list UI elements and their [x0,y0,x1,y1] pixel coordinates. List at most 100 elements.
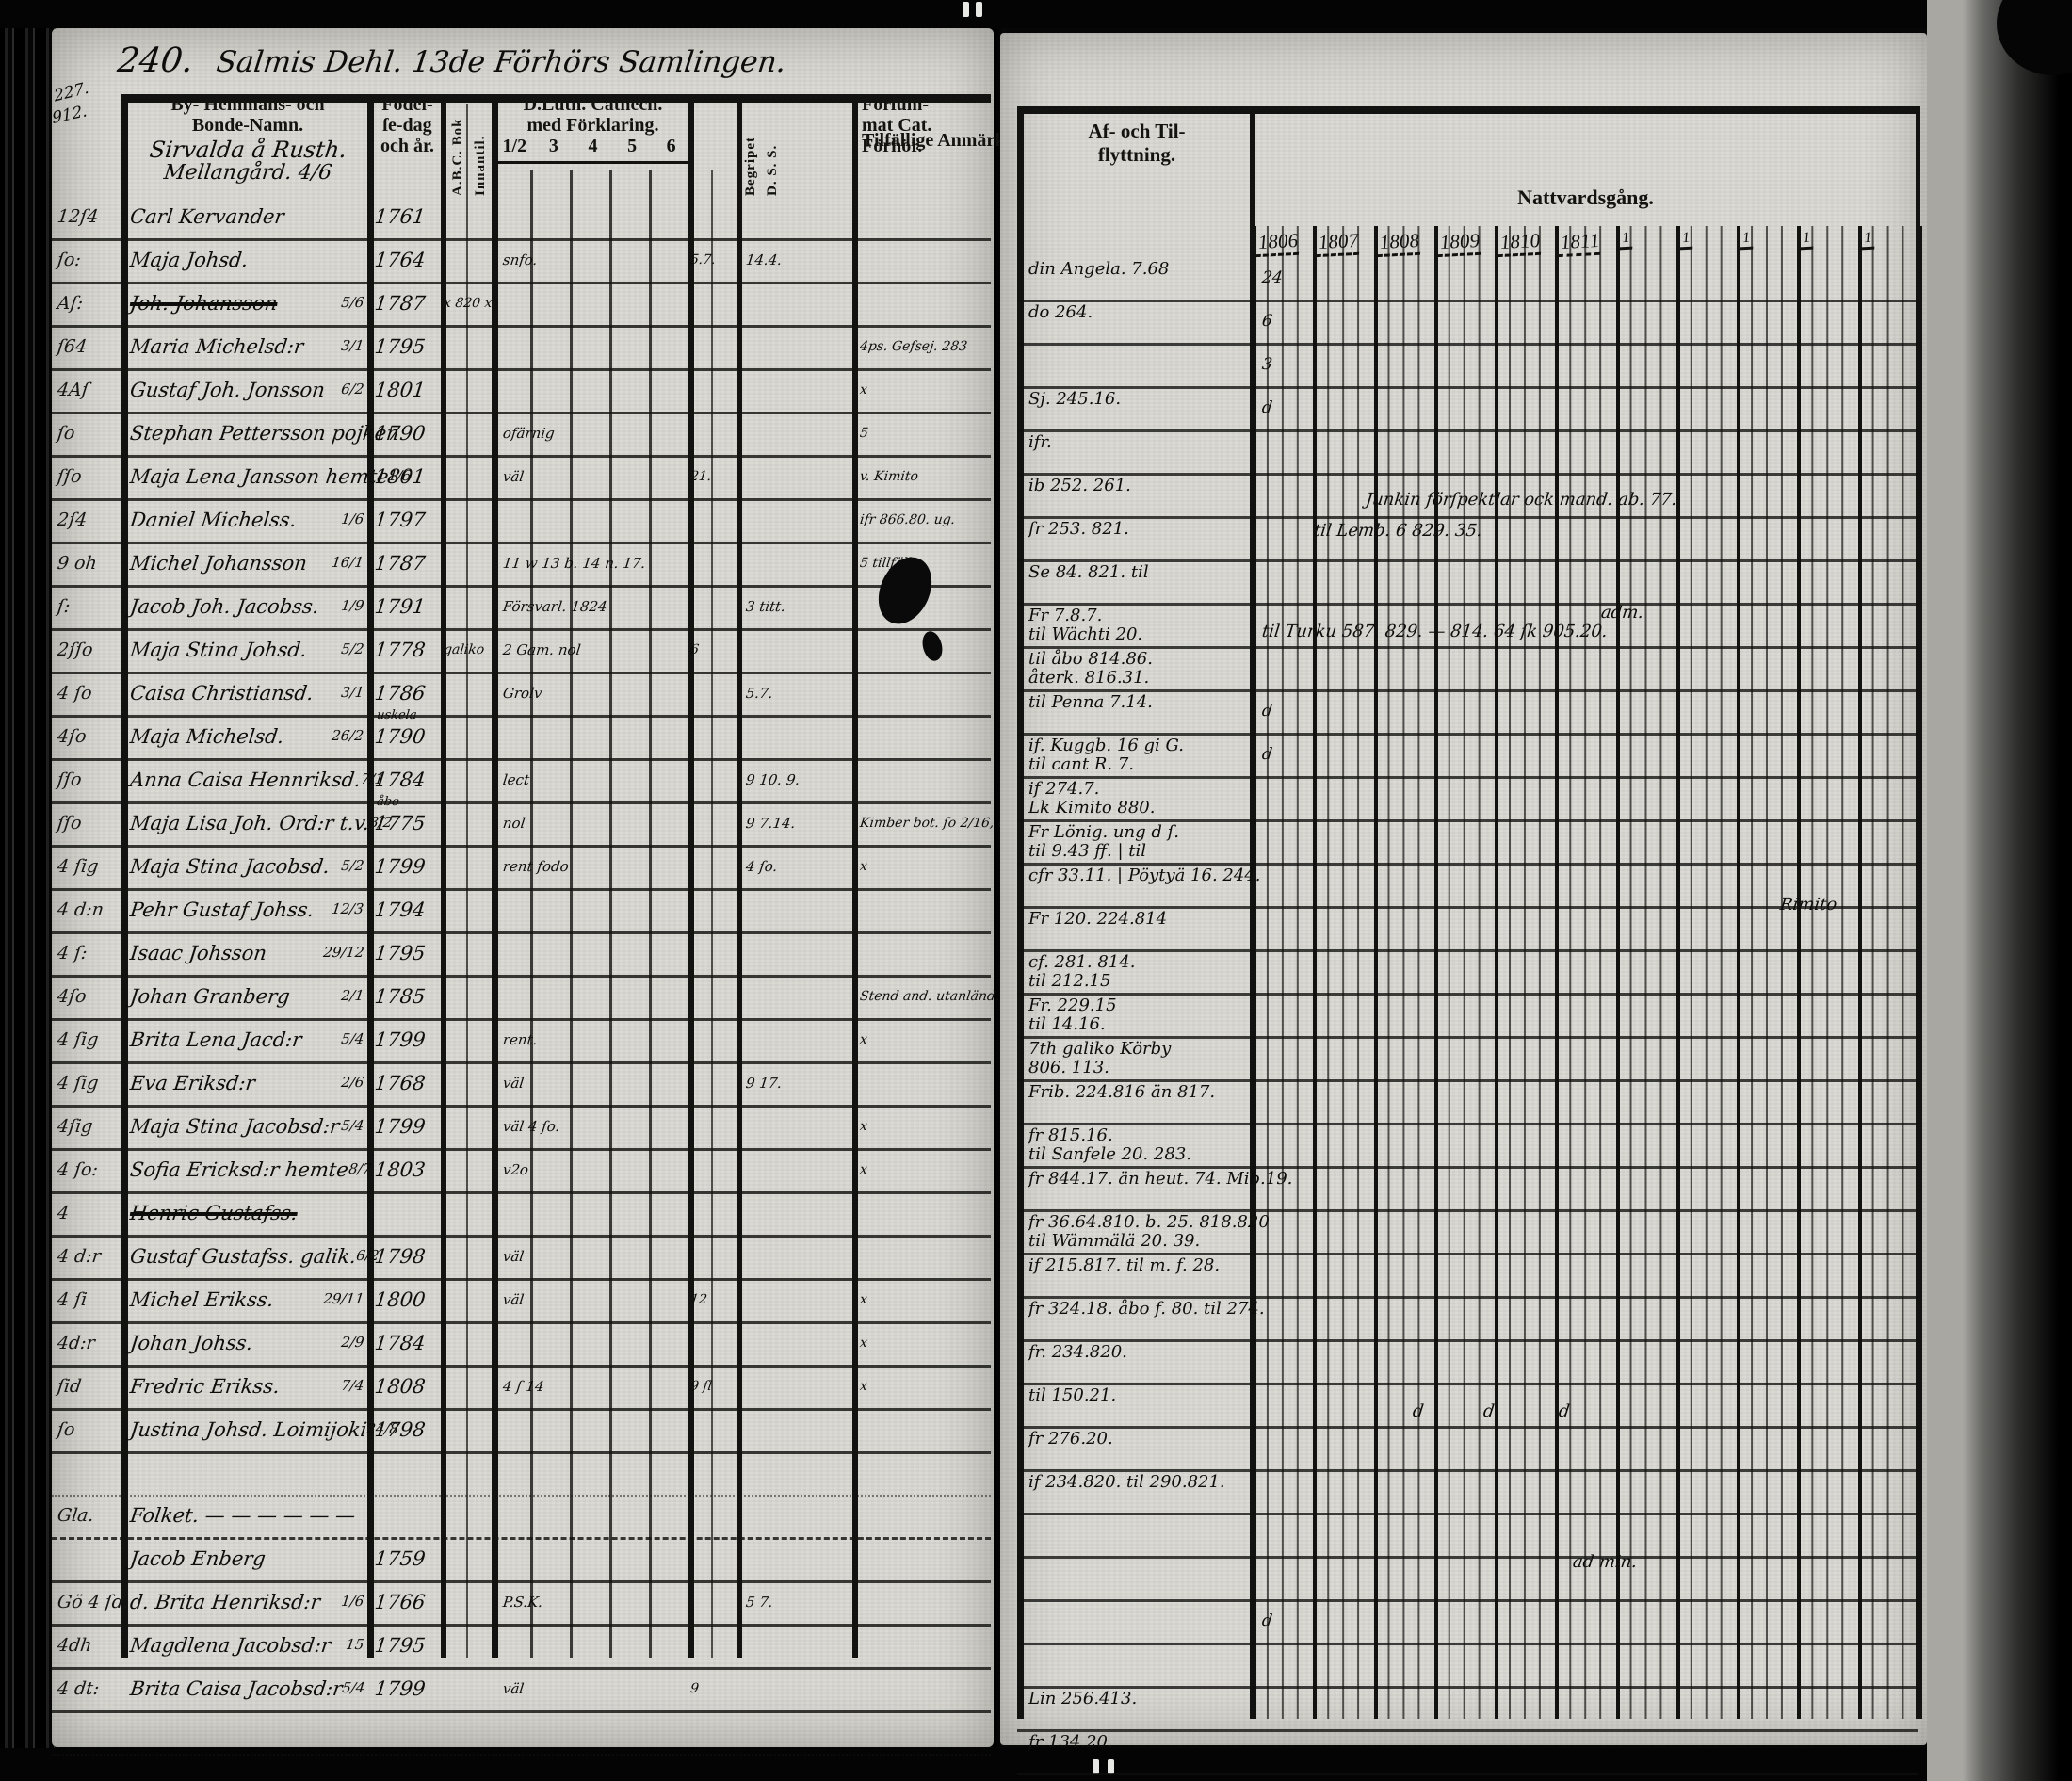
anmarkning-cell: x [859,1336,868,1351]
table-row: fr. 234.820. [1017,1342,1918,1385]
abc-mark-cell [441,1540,492,1580]
flyttning-note-line: fr 253. 821. [1028,519,1129,539]
year-label: 1 [1676,226,1737,259]
birth-year-cell: 1803 [373,1158,427,1181]
cat-subcolumn-number: 5 [612,136,652,164]
table-row: 4ſo Johan Granberg 2/1 1785 Stend and. utanl… [52,978,1001,1021]
birth-day-fraction: 5/4 [340,1117,365,1134]
flyttning-note-line: cf. 281. 814. [1028,952,1136,972]
begripet-mark-cell [688,1194,737,1235]
forsummat-mark-cell [737,1324,852,1365]
begripet-mark-cell [688,1497,737,1537]
flyttning-note-cell [1017,1559,1253,1599]
communion-mark-cell: 24 [1260,268,1284,287]
page-title-script: Salmis Dehl. 13de Förhörs Samlingen. [214,45,788,79]
margin-mark-cell: 4dh [56,1635,93,1656]
table-row: ſſo Anna Caisa Hennriksd. 7/1 1784 lect 9 10.… [52,761,991,804]
person-name: Brita Caisa Jacobsd:r [128,1677,344,1700]
forsummat-mark-cell [737,1021,852,1061]
catechism-mark-cell: Grolv [501,685,543,702]
table-row: til 150.21. [1017,1385,1918,1429]
anmarkning-cell [852,1411,991,1451]
birth-day-fraction: 7/4 [340,1377,365,1394]
catechism-mark-cell: väl [501,1291,526,1308]
margin-mark-cell: ſid [56,1376,83,1397]
forsummat-mark-cell: 9 10. 9. [744,771,801,788]
birth-year-cell: 1795 [373,335,427,358]
birth-year-cell: 1764 [373,249,427,271]
catechism-mark-cell [492,1411,688,1451]
flyttning-note-cell: 7th galiko Körby 806. 113. [1017,1039,1253,1079]
anmarkning-cell [852,891,991,931]
year-label: 1 [1737,226,1797,259]
flyttning-note-line: fr. 234.820. [1028,1342,1127,1362]
person-name: Anna Caisa Hennriksd. [128,769,363,791]
flyttning-note-line: Se 84. 821. til [1028,562,1149,582]
person-name: Michel Johansson [128,552,309,575]
table-rule [367,94,374,1658]
forsummat-mark-cell: 9 17. [744,1075,784,1092]
communion-mark-cell: 6 [1260,312,1274,331]
birth-year-cell: 1778 [373,639,427,661]
cat-subcolumn-number: 4 [573,136,613,164]
table-row: 4d:r Johan Johss. 2/9 1784 x [52,1324,991,1368]
flyttning-note-line: återk. 816.31. [1028,668,1150,688]
abc-mark-cell [441,934,492,975]
abc-mark-cell [441,718,492,758]
table-row: 4Aſ Gustaf Joh. Jonsson 6/2 1801 x [52,371,991,414]
table-row: fr 134.20. [1017,1732,1918,1775]
birth-day-fraction: 12/3 [331,900,365,917]
flyttning-note-cell: if 274.7. Lk Kimito 880. [1017,779,1253,819]
person-name: Maria Michelsd:r [128,335,305,358]
header-birth-line3: och år. [380,136,435,156]
year-label: 1810 [1495,226,1555,259]
margin-mark-cell [52,1713,121,1754]
catechism-mark-cell [492,1454,688,1495]
forsummat-mark-cell [737,544,852,585]
margin-mark-cell: ſ64 [56,336,89,357]
anmarkning-cell [852,761,991,801]
flyttning-note-cell [1017,1515,1253,1556]
table-row: til åbo 814.86. återk. 816.31. [1017,649,1918,692]
flyttning-note-line: if 215.817. til m. f. 28. [1028,1255,1221,1275]
table-row: din Angela. 7.68 24 [1017,259,1918,302]
person-name: Brita Lena Jacd:r [128,1028,303,1051]
name-cell [121,1713,367,1754]
person-name: Stephan Pettersson pojken [128,422,401,445]
table-rule [492,94,498,1658]
begripet-mark-cell [688,1021,737,1061]
communion-mark-cell: d [1260,702,1274,720]
anmarkning-cell [852,934,991,975]
flyttning-note-cell: if 234.820. til 290.821. [1017,1472,1253,1513]
birth-day-fraction: 5/4 [341,1679,366,1696]
flyttning-note-cell [1017,1775,1253,1781]
communion-mark-cell [1253,909,1918,949]
catechism-mark-cell [492,1194,688,1235]
catechism-mark-cell [492,1627,688,1667]
flyttning-note-cell: Frib. 224.816 än 817. [1017,1082,1253,1123]
name-cell: Magdlena Jacobsd:r 15 [121,1627,367,1667]
flyttning-note-cell [1017,1645,1253,1686]
table-row: 4ſo Maja Michelsd. 26/2 1790 uskela [52,708,991,761]
birth-year-cell: 1794 [373,899,427,921]
name-cell: Pehr Gustaf Johss. 12/3 [121,891,367,931]
begripet-mark-cell [688,1627,737,1667]
person-name: Daniel Michelss. [128,509,298,531]
person-name: Joh. Johansson [128,292,279,315]
header-dss-column: Begripet D. S. S. [740,98,784,196]
communion-mark-cell: 3 [1260,355,1274,374]
table-row [1017,1645,1918,1689]
abc-mark-cell [441,1281,492,1321]
anmarkning-cell: Stend and. utanländ. [859,989,1001,1004]
margin-mark-cell: 2ſſo [56,640,94,660]
communion-mark-cell [1253,822,1918,863]
birth-day-fraction: 6/2 [340,380,365,397]
name-cell: Anna Caisa Hennriksd. 7/1 [121,761,385,801]
anmarkning-cell [852,718,991,758]
table-row: 4 ſ: Isaac Johsson 29/12 1795 [52,934,991,978]
birth-day-fraction: 16/1 [331,554,365,571]
header-dss-line1: Begripet [743,137,758,196]
margin-mark-cell: 4 ſig [56,1029,100,1050]
margin-mark-cell: 4ſig [56,1116,94,1137]
flyttning-note-line: til 14.16. [1028,1014,1106,1034]
